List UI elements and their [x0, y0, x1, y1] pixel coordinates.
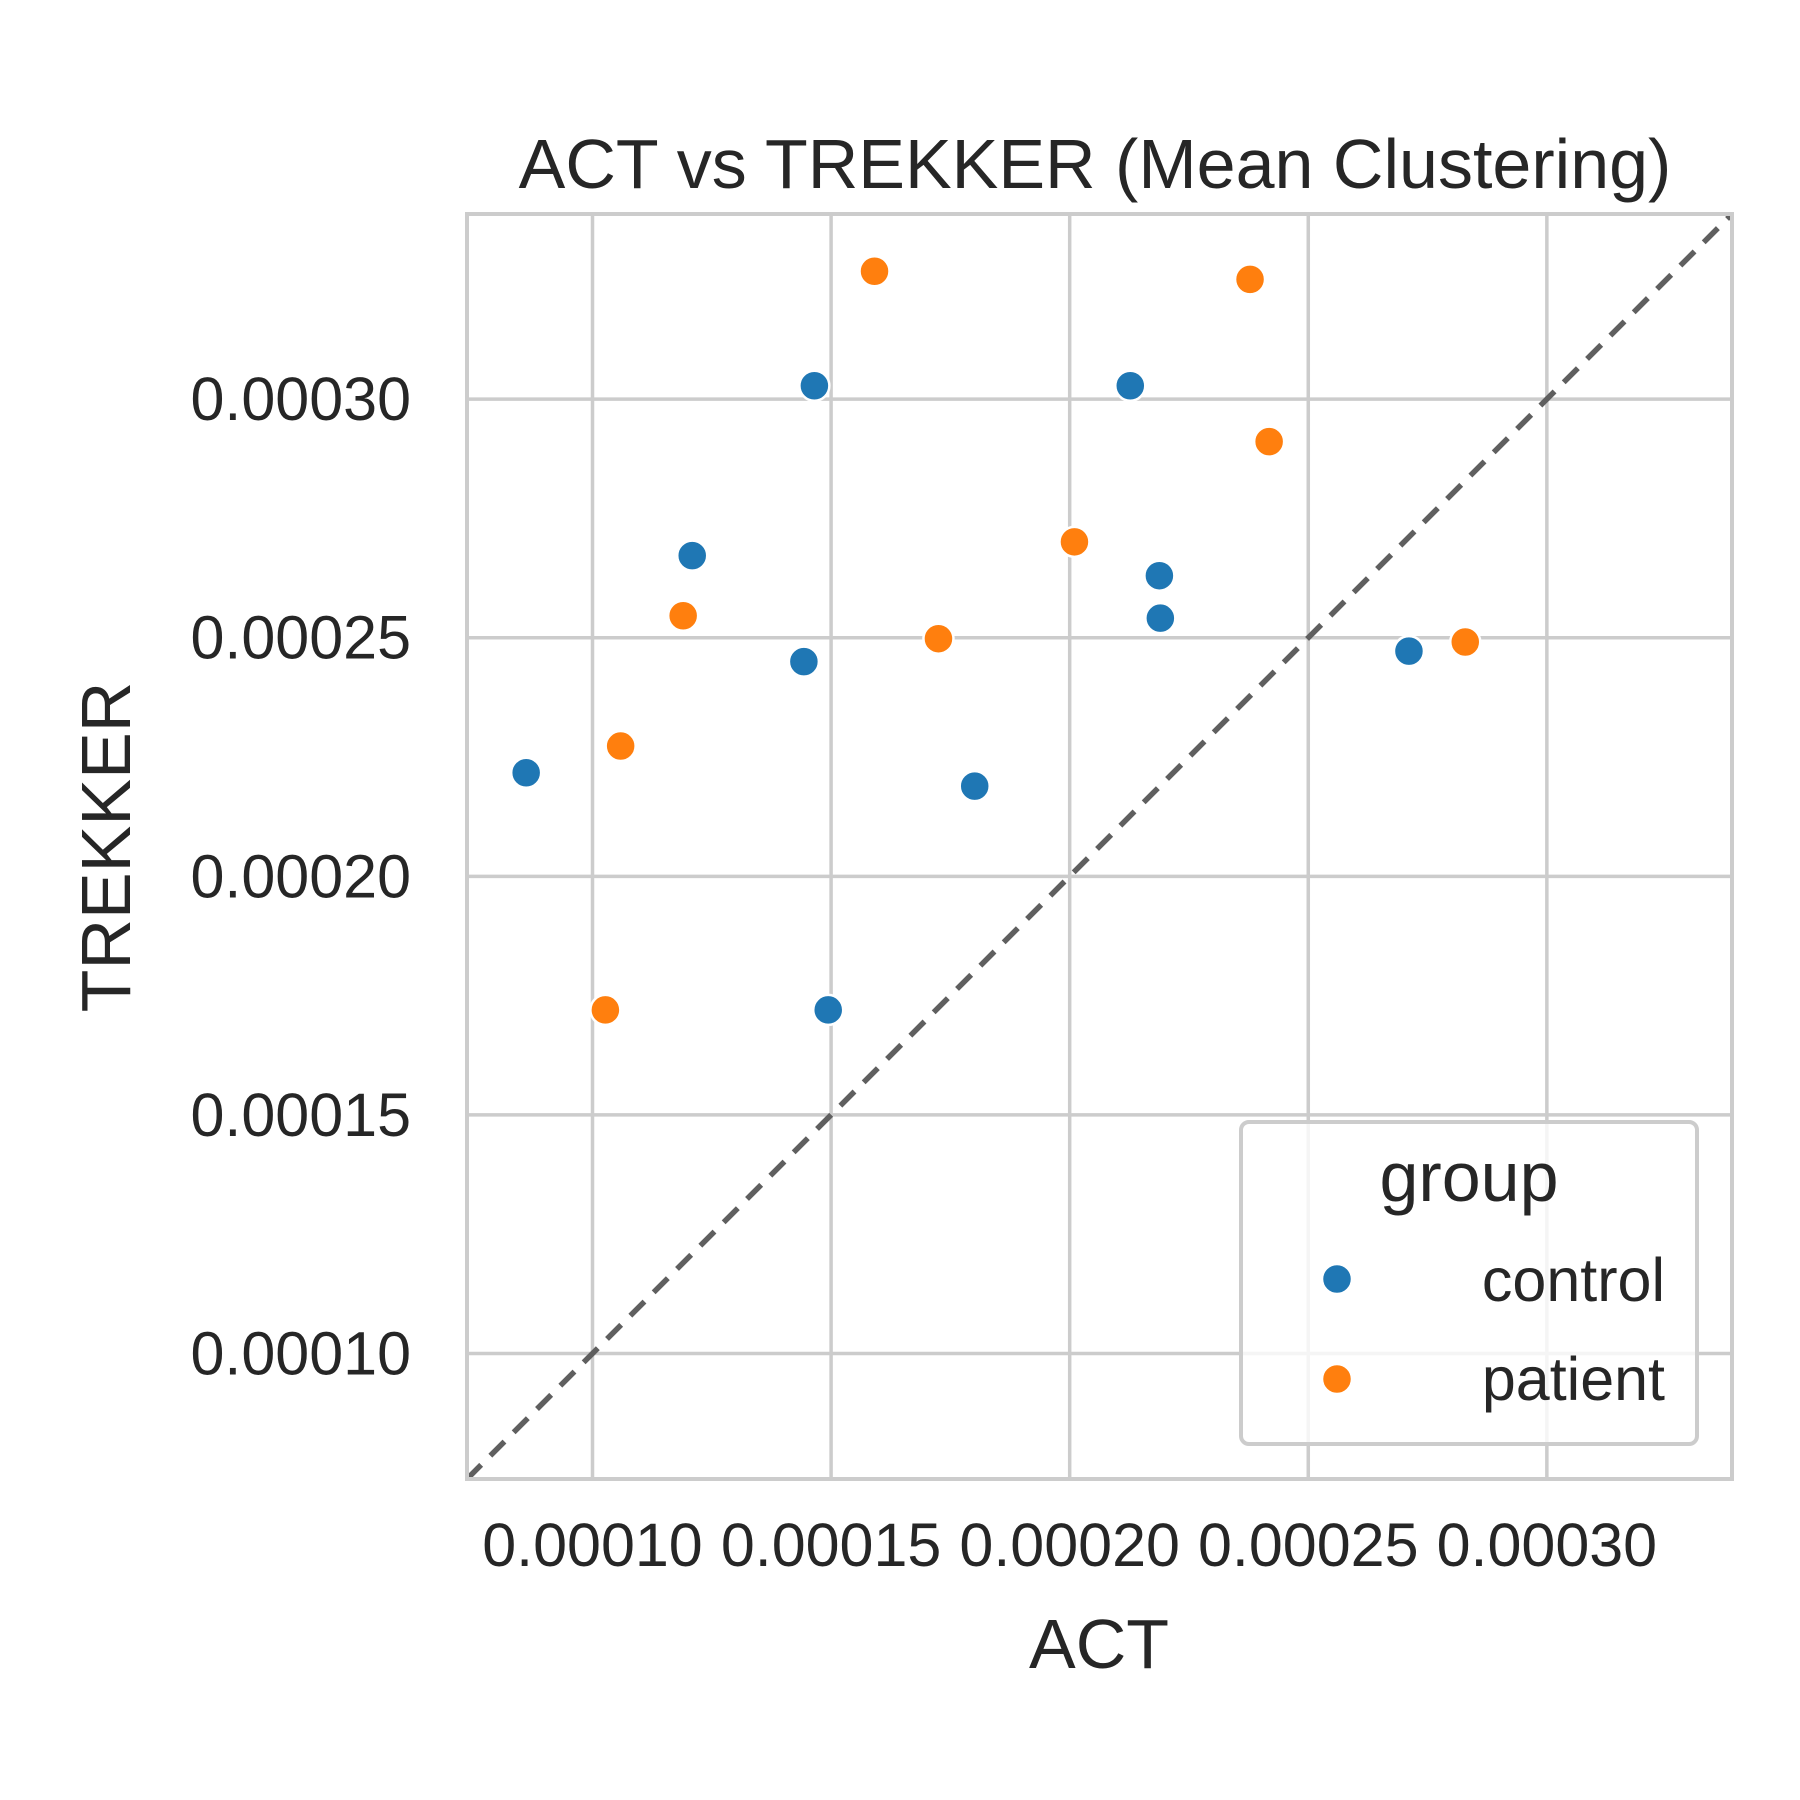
legend-label-control: control: [1482, 1246, 1665, 1314]
y-tick-label: 0.00025: [191, 604, 412, 672]
data-point-control: [675, 539, 709, 572]
grid-lines: [467, 214, 1732, 1479]
axes-frame: [465, 212, 1734, 1481]
data-point-patient: [1252, 425, 1286, 458]
x-tick-label: 0.00015: [721, 1511, 942, 1579]
data-point-patient: [1058, 525, 1091, 559]
x-tick-labels: 0.00010 0.00015 0.00020 0.00025 0.00030: [482, 1511, 1657, 1579]
y-axis-label: TREKKER: [67, 682, 145, 1013]
legend-marker-control: [1320, 1262, 1354, 1296]
data-point-control: [811, 993, 845, 1027]
x-tick-label: 0.00010: [482, 1511, 703, 1579]
x-tick-label: 0.00030: [1437, 1511, 1658, 1579]
data-point-control: [1392, 634, 1426, 668]
y-tick-labels: 0.00010 0.00015 0.00020 0.00025 0.00030: [191, 365, 412, 1387]
legend-box: [1239, 1120, 1699, 1446]
x-axis-label: ACT: [1029, 1605, 1169, 1683]
data-point-patient: [1449, 625, 1482, 659]
data-point-patient: [1233, 263, 1267, 296]
data-point-patient: [604, 729, 637, 763]
data-point-patient: [666, 599, 700, 633]
x-tick-label: 0.00020: [959, 1511, 1180, 1579]
data-point-patient: [589, 993, 622, 1027]
x-tick-label: 0.00025: [1198, 1511, 1419, 1579]
data-point-control: [1143, 559, 1176, 592]
legend: group control patient: [1239, 1120, 1699, 1446]
data-point-patient: [922, 622, 955, 655]
legend-label-patient: patient: [1482, 1345, 1665, 1413]
chart-title: ACT vs TREKKER (Mean Clustering): [519, 125, 1672, 203]
data-point-control: [787, 645, 821, 678]
legend-marker-patient: [1320, 1362, 1354, 1396]
data-points: [509, 255, 1482, 1027]
y-tick-label: 0.00030: [191, 365, 412, 433]
data-point-control: [509, 756, 543, 790]
data-point-control: [1114, 369, 1147, 403]
data-point-control: [958, 769, 991, 803]
y-tick-label: 0.00015: [191, 1081, 412, 1149]
y-tick-label: 0.00010: [191, 1320, 412, 1388]
data-point-control: [798, 369, 831, 403]
data-point-control: [1144, 601, 1177, 635]
legend-title: group: [1379, 1138, 1558, 1216]
y-tick-label: 0.00020: [191, 842, 412, 910]
data-point-patient: [858, 255, 891, 288]
identity-reference-line: [467, 214, 1732, 1479]
